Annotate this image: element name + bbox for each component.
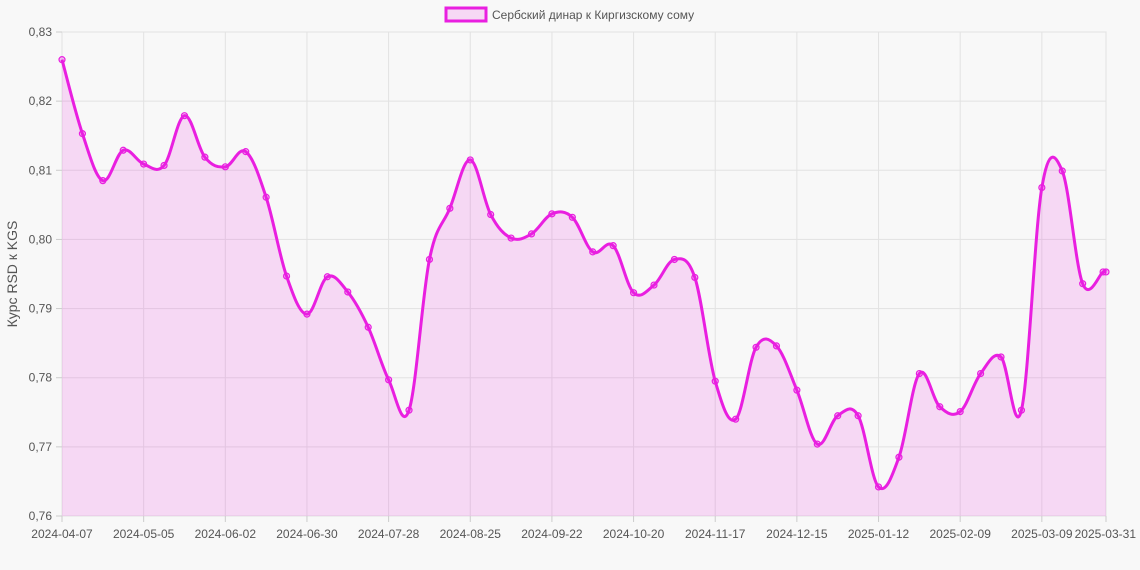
data-point[interactable] <box>1102 268 1110 276</box>
x-tick-label: 2024-05-05 <box>113 527 175 541</box>
data-point[interactable] <box>548 210 556 218</box>
data-points <box>58 56 1110 491</box>
series-line <box>60 59 1108 491</box>
data-point[interactable] <box>813 440 821 448</box>
legend-label: Сербский динар к Киргизскому сому <box>492 8 694 22</box>
data-point[interactable] <box>119 146 127 154</box>
data-point[interactable] <box>160 161 168 170</box>
data-point[interactable] <box>589 248 597 256</box>
data-point[interactable] <box>629 289 638 297</box>
data-point[interactable] <box>527 230 536 238</box>
series-area <box>62 59 1106 517</box>
x-tick-label: 2025-01-12 <box>848 527 910 541</box>
data-point[interactable] <box>977 369 985 378</box>
legend[interactable]: Сербский динар к Киргизскому сому <box>444 6 694 23</box>
data-point[interactable] <box>140 160 148 168</box>
y-tick-label: 0,81 <box>29 163 53 177</box>
data-point[interactable] <box>772 342 781 350</box>
x-tick-label: 2025-02-09 <box>929 527 991 541</box>
x-tick-label: 2024-04-07 <box>31 527 93 541</box>
data-point[interactable] <box>956 407 964 416</box>
data-point[interactable] <box>466 156 474 164</box>
data-point[interactable] <box>1079 280 1087 288</box>
y-tick-label: 0,83 <box>29 25 53 39</box>
data-point[interactable] <box>180 112 189 120</box>
y-axis-title: Курс RSD к KGS <box>4 221 20 328</box>
y-tick-label: 0,82 <box>29 94 53 108</box>
x-tick-label: 2025-03-09 <box>1011 527 1073 541</box>
data-point[interactable] <box>282 272 291 280</box>
data-point[interactable] <box>854 412 862 420</box>
y-tick-label: 0,78 <box>29 371 53 385</box>
data-point[interactable] <box>99 177 107 185</box>
data-point[interactable] <box>997 353 1005 361</box>
data-point[interactable] <box>609 242 617 250</box>
data-point[interactable] <box>242 148 250 156</box>
y-tick-label: 0,76 <box>29 509 53 523</box>
x-tick-label: 2024-06-30 <box>276 527 338 541</box>
data-point[interactable] <box>568 213 576 221</box>
data-point[interactable] <box>936 403 944 411</box>
data-point[interactable] <box>874 483 883 491</box>
x-tick-label: 2024-11-17 <box>685 527 746 541</box>
data-point[interactable] <box>78 130 87 138</box>
y-axis: 0,83 0,82 0,81 0,80 0,79 0,78 0,77 0,76 <box>29 25 62 523</box>
y-tick-label: 0,80 <box>29 232 53 246</box>
data-point[interactable] <box>752 343 760 351</box>
data-point[interactable] <box>323 273 331 281</box>
y-tick-label: 0,79 <box>29 302 53 316</box>
x-tick-label: 2024-09-22 <box>521 527 583 541</box>
data-point[interactable] <box>385 376 393 384</box>
x-tick-label: 2024-07-28 <box>358 527 420 541</box>
x-tick-label: 2024-10-20 <box>603 527 665 541</box>
data-point[interactable] <box>1038 183 1046 192</box>
data-point[interactable] <box>262 193 270 201</box>
data-point[interactable] <box>895 453 903 461</box>
x-tick-label: 2024-12-15 <box>766 527 828 541</box>
data-point[interactable] <box>793 386 801 394</box>
y-tick-label: 0,77 <box>29 440 53 454</box>
x-tick-label: 2024-08-25 <box>440 527 502 541</box>
x-tick-label: 2025-03-31 <box>1075 527 1137 541</box>
data-point[interactable] <box>711 377 719 385</box>
data-point[interactable] <box>1058 167 1066 175</box>
data-point[interactable] <box>303 310 311 318</box>
data-point[interactable] <box>670 255 679 264</box>
data-point[interactable] <box>487 210 495 219</box>
data-point[interactable] <box>446 204 454 212</box>
x-axis: 2024-04-07 2024-05-05 2024-06-02 2024-06-30… <box>31 516 1136 541</box>
data-point[interactable] <box>364 323 372 331</box>
x-tick-label: 2024-06-02 <box>195 527 257 541</box>
data-point[interactable] <box>507 234 515 242</box>
data-point[interactable] <box>344 288 352 296</box>
data-point[interactable] <box>425 255 434 264</box>
data-point[interactable] <box>732 415 740 423</box>
legend-swatch <box>444 6 488 23</box>
data-point[interactable] <box>915 369 923 378</box>
data-point[interactable] <box>834 412 842 420</box>
data-point[interactable] <box>650 281 658 289</box>
data-point[interactable] <box>58 56 66 64</box>
data-point[interactable] <box>405 406 413 414</box>
data-point[interactable] <box>691 273 699 282</box>
data-point[interactable] <box>201 153 209 161</box>
data-point[interactable] <box>1017 406 1026 414</box>
data-point[interactable] <box>221 163 229 171</box>
